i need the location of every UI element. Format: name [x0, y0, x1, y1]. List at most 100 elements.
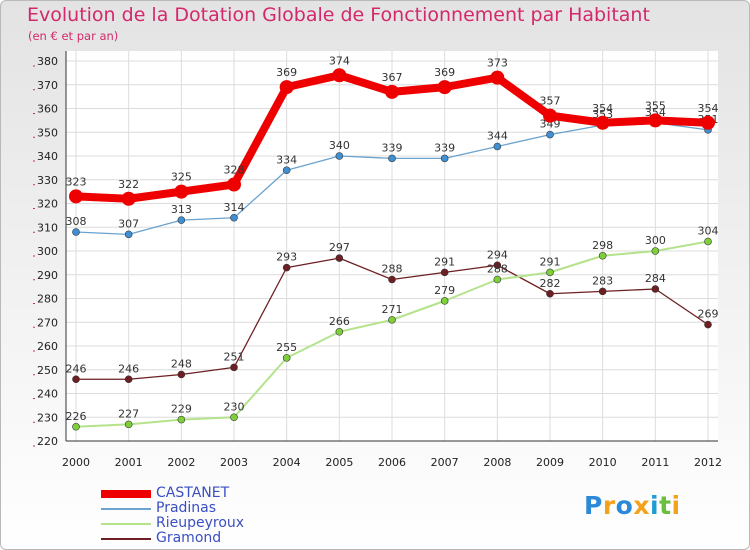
point-pradinas-2004 [282, 166, 291, 175]
x-tick-label-2007: 2007 [431, 456, 459, 469]
point-castanet-2012 [701, 115, 715, 130]
data-label-rieupeyroux-2002: 229 [171, 403, 192, 416]
data-label-pradinas-2001: 307 [118, 217, 139, 230]
data-label-castanet-2001: 322 [118, 178, 139, 191]
point-castanet-2000 [69, 189, 83, 204]
y-tick-label-220: 220 [37, 435, 58, 448]
point-gramond-2001 [124, 375, 133, 384]
legend-label-castanet: CASTANET [156, 485, 230, 501]
point-rieupeyroux-2001 [124, 420, 133, 429]
data-label-gramond-2001: 246 [118, 362, 139, 375]
point-rieupeyroux-2003 [230, 413, 238, 422]
x-tick-label-2005: 2005 [325, 456, 353, 469]
data-label-rieupeyroux-2007: 279 [434, 284, 455, 297]
data-label-rieupeyroux-2011: 300 [645, 234, 666, 247]
point-castanet-2003 [227, 177, 241, 192]
data-label-gramond-2008: 294 [487, 248, 508, 261]
y-tick-label-350: 350 [37, 126, 58, 139]
data-label-pradinas-2008: 344 [487, 130, 508, 143]
data-label-castanet-2000: 323 [66, 175, 87, 188]
y-tick-label-250: 250 [37, 364, 58, 377]
data-label-castanet-2006: 367 [382, 71, 403, 84]
point-castanet-2004 [279, 80, 294, 95]
data-label-gramond-2010: 283 [592, 274, 613, 287]
data-label-gramond-2011: 284 [645, 272, 666, 285]
legend-swatch-castanet [101, 490, 151, 498]
legend-label-pradinas: Pradinas [156, 500, 217, 516]
data-label-castanet-2005: 374 [329, 54, 350, 67]
y-tick-label-310: 310 [37, 221, 58, 234]
chart-title: Evolution de la Dotation Globale de Fonc… [27, 4, 650, 26]
data-label-pradinas-2003: 314 [224, 201, 245, 214]
point-gramond-2006 [388, 275, 396, 284]
y-tick-label-380: 380 [37, 55, 58, 68]
series-pradinas: 308307313314334340339339344349353354351 [66, 106, 719, 239]
y-tick-label-360: 360 [37, 103, 58, 116]
point-castanet-2011 [648, 113, 663, 128]
data-label-castanet-2011: 355 [645, 99, 666, 112]
data-label-rieupeyroux-2000: 226 [66, 410, 87, 423]
data-label-pradinas-2004: 334 [276, 153, 297, 166]
point-castanet-2002 [174, 184, 189, 199]
legend-label-gramond: Gramond [156, 530, 222, 546]
point-gramond-2003 [230, 363, 238, 372]
point-castanet-2007 [437, 80, 452, 95]
x-tick-label-2002: 2002 [167, 456, 195, 469]
x-tick-label-2008: 2008 [483, 456, 511, 469]
y-tick-label-240: 240 [37, 388, 58, 401]
x-tick-label-2003: 2003 [220, 456, 248, 469]
point-rieupeyroux-2012 [704, 237, 712, 246]
x-tick-label-2010: 2010 [589, 456, 617, 469]
data-label-pradinas-2009: 349 [540, 118, 561, 131]
y-tick-label-290: 290 [37, 269, 58, 282]
point-pradinas-2000 [72, 228, 80, 236]
point-rieupeyroux-2004 [282, 354, 291, 362]
point-rieupeyroux-2006 [388, 316, 396, 324]
point-gramond-2010 [598, 287, 607, 296]
point-rieupeyroux-2002 [177, 415, 186, 424]
y-tick-label-320: 320 [37, 198, 58, 211]
point-pradinas-2005 [335, 152, 344, 160]
point-gramond-2004 [282, 263, 291, 272]
point-castanet-2006 [385, 84, 399, 99]
y-tick-label-300: 300 [37, 245, 58, 258]
data-label-castanet-2007: 369 [434, 66, 455, 79]
point-rieupeyroux-2007 [440, 297, 449, 305]
legend-swatch-rieupeyroux [101, 523, 151, 525]
data-label-rieupeyroux-2006: 271 [382, 303, 403, 316]
point-rieupeyroux-2005 [335, 327, 344, 336]
data-label-rieupeyroux-2010: 298 [592, 239, 613, 252]
data-label-gramond-2000: 246 [66, 362, 87, 375]
y-tick-label-330: 330 [37, 174, 58, 187]
x-tick-label-2000: 2000 [62, 456, 90, 469]
data-label-rieupeyroux-2009: 291 [540, 255, 561, 268]
legend-swatch-gramond [101, 538, 151, 540]
point-castanet-2009 [543, 108, 557, 123]
point-gramond-2012 [704, 320, 712, 329]
data-label-gramond-2002: 248 [171, 358, 192, 371]
data-label-castanet-2004: 369 [276, 66, 297, 79]
series-gramond: 246 246 248 251 293 297 288 291 294 282 283 284 269 [66, 241, 719, 384]
data-label-pradinas-2000: 308 [66, 215, 87, 228]
point-castanet-2005 [332, 68, 347, 83]
y-tick-label-340: 340 [37, 150, 58, 163]
point-gramond-2002 [177, 370, 186, 379]
data-label-rieupeyroux-2008: 288 [487, 263, 508, 276]
data-label-castanet-2010: 354 [592, 102, 613, 115]
data-label-gramond-2004: 293 [276, 251, 297, 264]
data-label-pradinas-2005: 340 [329, 139, 350, 152]
point-pradinas-2007 [440, 154, 449, 163]
data-label-gramond-2009: 282 [540, 277, 561, 290]
point-castanet-2010 [595, 115, 610, 130]
y-tick-label-280: 280 [37, 293, 58, 306]
point-castanet-2008 [490, 70, 505, 85]
data-label-gramond-2005: 297 [329, 241, 350, 254]
point-gramond-2000 [72, 375, 80, 384]
data-label-rieupeyroux-2001: 227 [118, 407, 139, 420]
data-label-rieupeyroux-2012: 304 [698, 225, 719, 238]
point-pradinas-2009 [546, 130, 554, 139]
x-tick-label-2006: 2006 [378, 456, 406, 469]
point-pradinas-2001 [124, 230, 133, 239]
data-label-castanet-2002: 325 [171, 171, 192, 184]
